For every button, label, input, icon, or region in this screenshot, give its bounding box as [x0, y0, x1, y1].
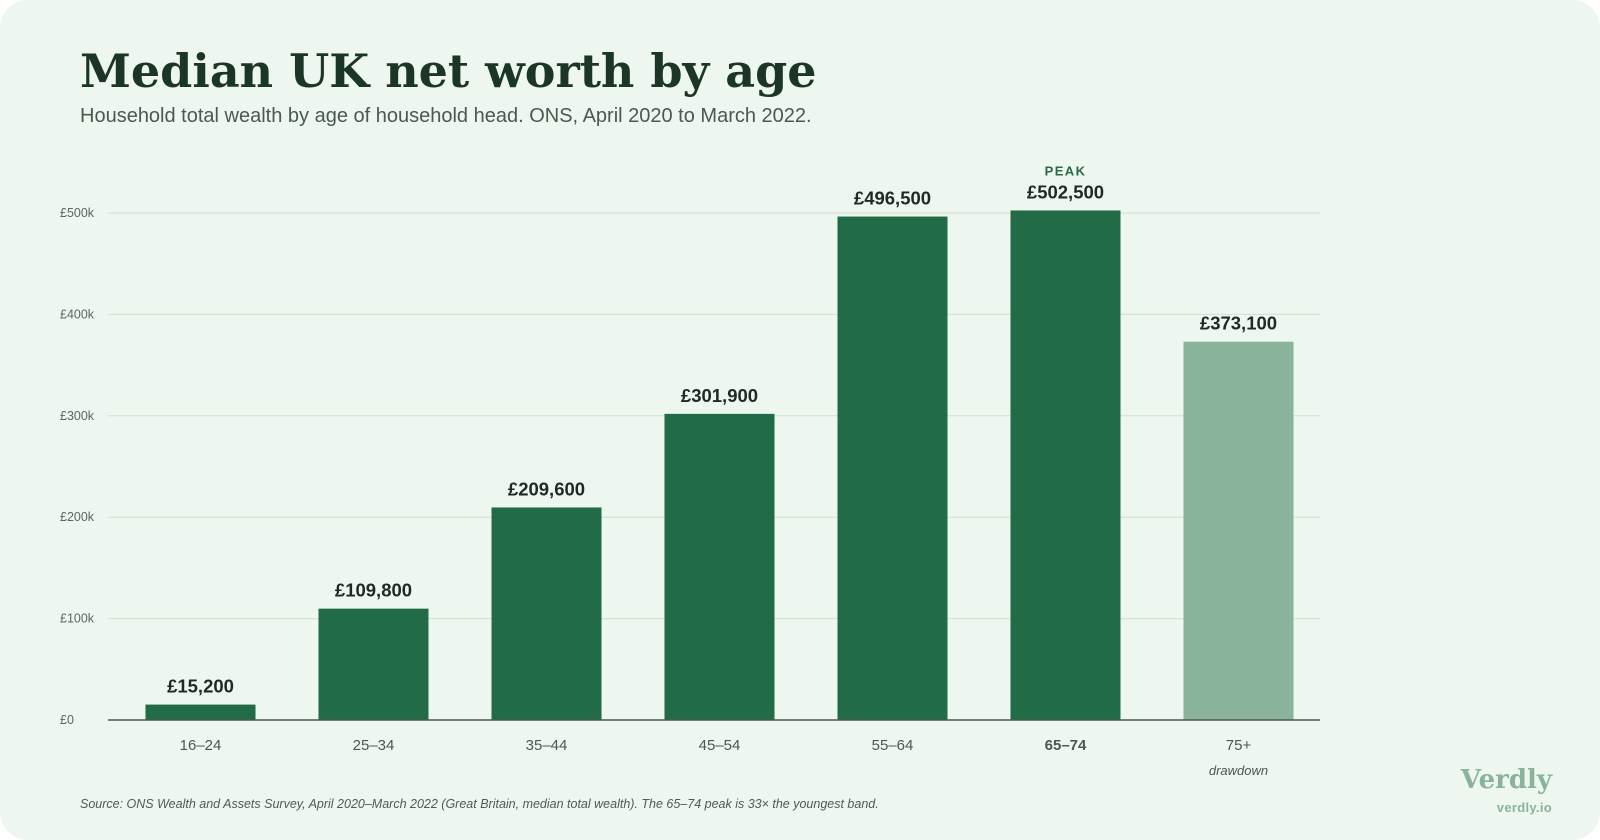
bar: [664, 413, 775, 720]
bar-value-label: £209,600: [508, 478, 585, 499]
y-tick-label: £200k: [60, 510, 95, 524]
bar-value-label: £15,200: [167, 676, 234, 697]
x-category-label: 16–24: [180, 737, 222, 754]
bar-value-label: £496,500: [854, 188, 931, 209]
x-category-label: 75+: [1226, 737, 1252, 754]
bar: [837, 216, 948, 720]
y-tick-label: £400k: [60, 307, 95, 321]
y-tick-label: £100k: [60, 612, 95, 626]
chart-subtitle: Household total wealth by age of househo…: [80, 105, 812, 127]
x-category-label: 25–34: [353, 737, 395, 754]
bar-value-label: £301,900: [681, 385, 758, 406]
bar: [145, 704, 256, 720]
peak-annotation: PEAK: [1045, 163, 1087, 178]
x-category-label: 65–74: [1045, 737, 1087, 754]
bar-value-label: £109,800: [335, 580, 412, 601]
bar: [318, 608, 429, 720]
y-tick-label: £500k: [60, 206, 95, 220]
brand-block: Verdly verdly.io: [1412, 764, 1552, 816]
x-category-label: 35–44: [526, 737, 568, 754]
x-category-label: 55–64: [872, 737, 914, 754]
bar: [1010, 210, 1121, 720]
x-category-label: 45–54: [699, 737, 741, 754]
source-note: Source: ONS Wealth and Assets Survey, Ap…: [80, 797, 879, 811]
bar: [491, 507, 602, 720]
bar: [1183, 341, 1294, 720]
brand-logo: Verdly: [1460, 765, 1552, 795]
bar-value-label: £502,500: [1027, 181, 1104, 202]
y-tick-label: £0: [60, 713, 74, 727]
chart-title: Median UK net worth by age: [80, 44, 817, 98]
brand-url: verdly.io: [1496, 800, 1552, 815]
y-tick-label: £300k: [60, 409, 95, 423]
bar-value-label: £373,100: [1200, 313, 1277, 334]
faded-annotation: drawdown: [1209, 763, 1268, 778]
